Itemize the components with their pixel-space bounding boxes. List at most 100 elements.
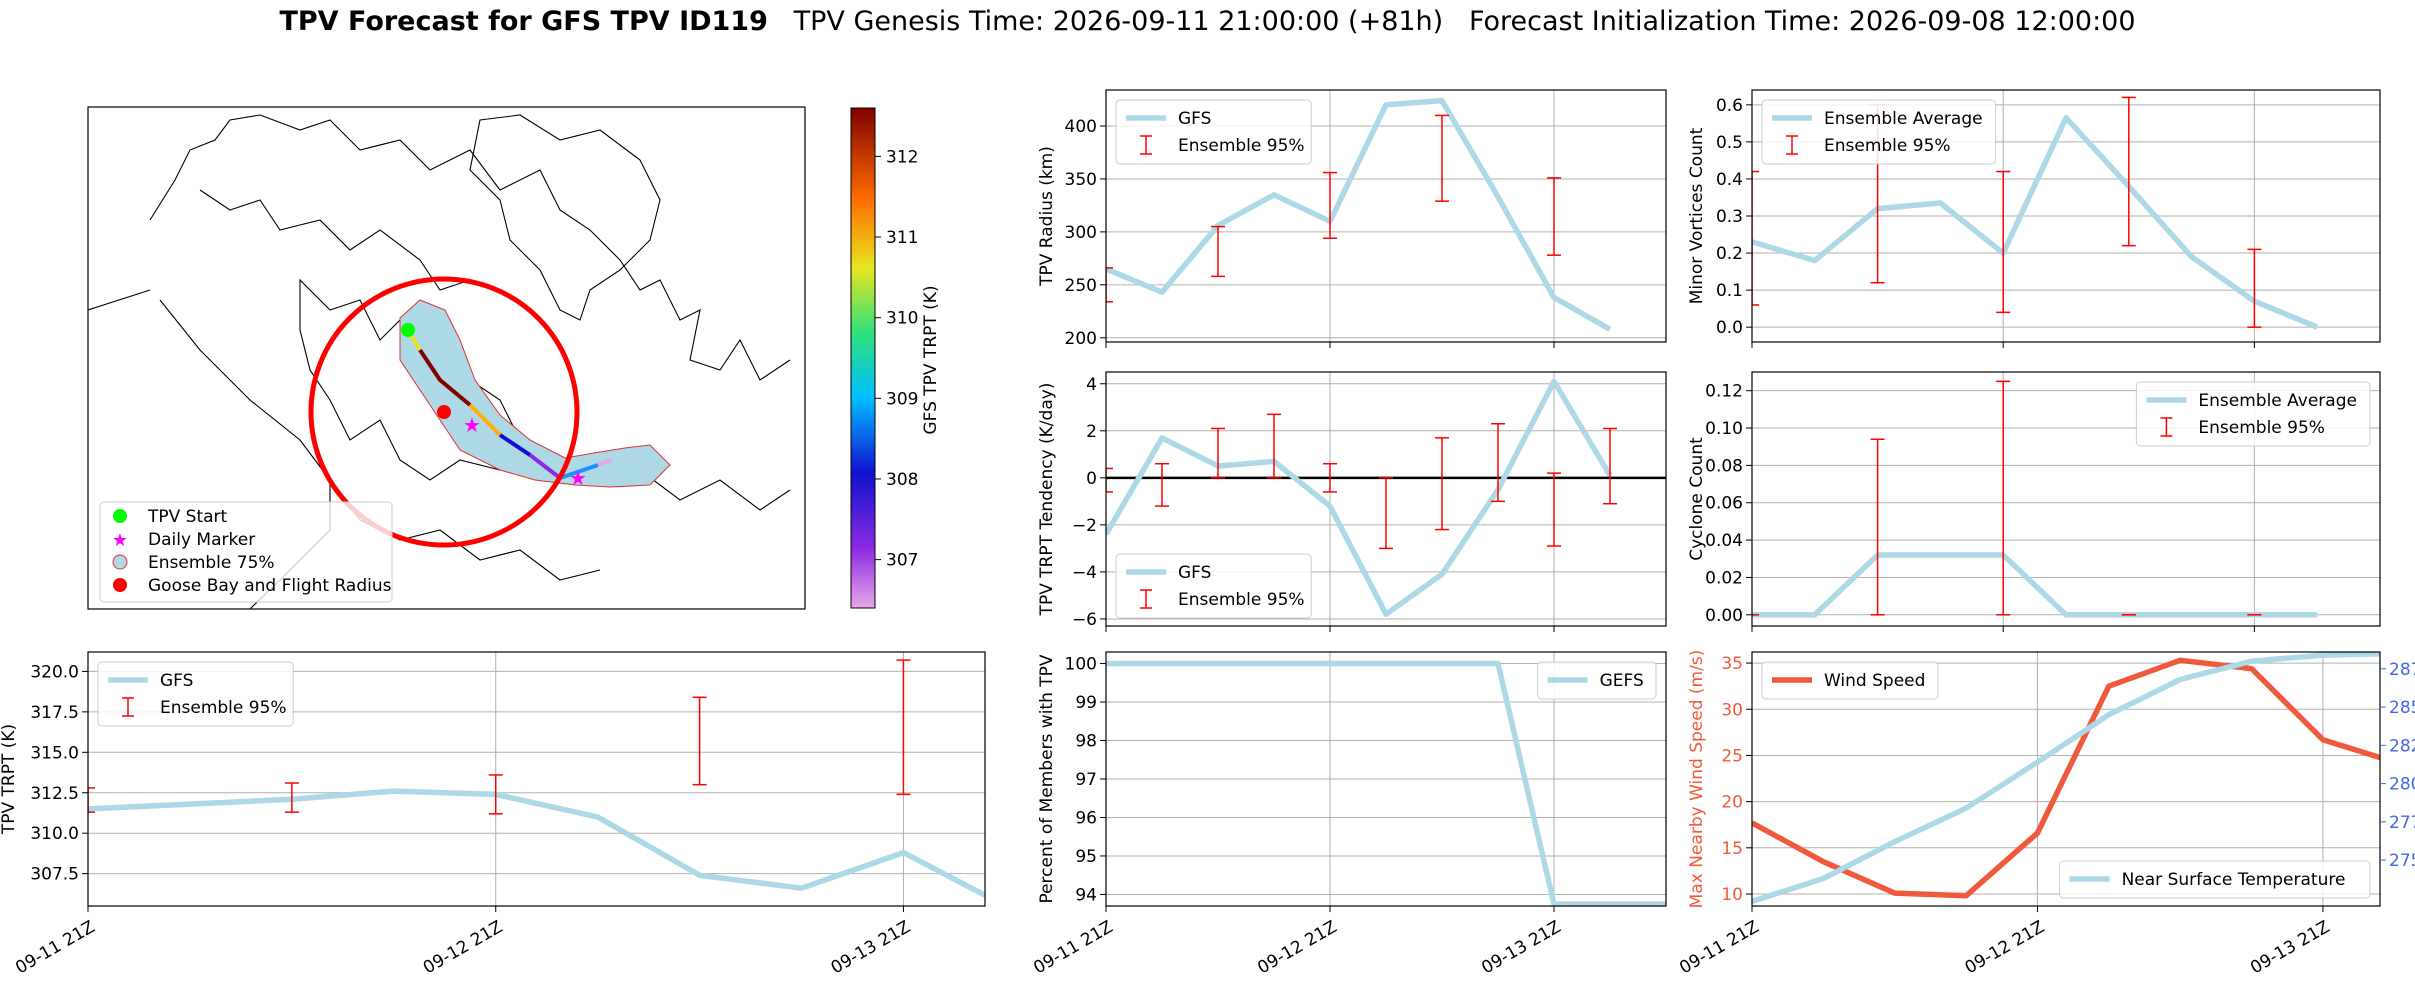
legend-ens: Ensemble 75% (148, 553, 275, 573)
series-line-wind-speed (1752, 657, 2380, 899)
y-tick-label: 0.12 (1705, 382, 1743, 402)
legend-label: Ensemble 95% (2198, 418, 2325, 438)
legend-box (1761, 661, 1939, 700)
series-point (1161, 663, 1163, 665)
y-tick-label: 0.3 (1716, 207, 1743, 227)
x-tick-label: 09-11 21Z (1676, 917, 1762, 978)
series-point (1553, 297, 1555, 299)
colorbar-ticks: 312 311 310 309 308 307 (875, 147, 918, 571)
plot-content (1752, 96, 2319, 330)
y2-tick-label: 280.0 (2389, 775, 2415, 795)
y-tick-label: −4 (1072, 563, 1097, 583)
series-point (1497, 663, 1499, 665)
series-point (189, 803, 191, 805)
legend-box (1537, 661, 1657, 700)
y-tick-label: 0.1 (1716, 281, 1743, 301)
y-tick-label: 0.06 (1705, 494, 1743, 514)
series-line-gfs (1106, 378, 1613, 617)
daily-marker-2: ★ (569, 466, 587, 490)
legend-label: GEFS (1600, 671, 1644, 691)
series-point (1161, 437, 1163, 439)
plot-frame (1751, 651, 2381, 907)
y-tick-label: 0.10 (1705, 419, 1743, 439)
chart-trpt-tendency: −6 −4 −2 0 2 4 TPV TRPT Tendency (K/day) GFS Ens… (1037, 371, 1667, 632)
y-tick-label: 30 (1721, 700, 1743, 720)
series-point (902, 852, 904, 854)
colorbar-tick-label: 309 (886, 389, 918, 409)
series-point (1441, 663, 1443, 665)
y-tick-label: 20 (1721, 793, 1743, 813)
legend-label: Ensemble 95% (1824, 136, 1951, 156)
plot-content (1106, 97, 1612, 332)
plot-frame (1751, 371, 2381, 627)
legend-label: Ensemble 95% (1178, 136, 1305, 156)
series-point (1894, 841, 1896, 843)
daily-marker: ★ (463, 413, 481, 437)
legend-daily-icon: ★ (112, 530, 128, 551)
series-point (1822, 877, 1824, 879)
series-point (1273, 663, 1275, 665)
legend-goose: Goose Bay and Flight Radius (148, 576, 392, 596)
coastline-arctic-islands (149, 114, 791, 381)
y-tick-label: 350 (1065, 170, 1097, 190)
y-tick-label: 0 (1086, 469, 1097, 489)
series-point (1814, 259, 1816, 261)
y-tick-label: 15 (1721, 839, 1743, 859)
series-point (2065, 117, 2067, 119)
series-point (1497, 196, 1499, 198)
series-point (2322, 739, 2324, 741)
series-point (2251, 668, 2253, 670)
series-point (1385, 104, 1387, 106)
series-point (1441, 573, 1443, 575)
y-tick-label: 0.6 (1716, 96, 1743, 116)
y-tick-label: 320.0 (30, 662, 79, 682)
y-tick-label: 310.0 (30, 824, 79, 844)
x-tick-label: 09-13 21Z (1478, 917, 1564, 978)
chart-tpv-trpt: 307.5 310.0 312.5 315.0 317.5 320.0 09-11 21Z 0… (0, 651, 986, 978)
series-point (1965, 807, 1967, 809)
track-seg-5 (528, 453, 562, 480)
track-seg-2 (418, 348, 472, 407)
plot-frame (1105, 371, 1667, 627)
legend: Ensemble Average Ensemble 95% (2135, 381, 2371, 447)
y-tick-label: −2 (1072, 516, 1097, 536)
series-point (1385, 663, 1387, 665)
y-tick-label: 307.5 (30, 865, 79, 885)
y-tick-label: 0.00 (1705, 606, 1743, 626)
legend-label: GFS (1178, 563, 1211, 583)
legend-label: GFS (1178, 109, 1211, 129)
series-point (1553, 380, 1555, 382)
y-tick-label: 250 (1065, 276, 1097, 296)
plot-frame (87, 651, 986, 907)
y-tick-label: 99 (1075, 693, 1097, 713)
series-point (1329, 505, 1331, 507)
legend-label: Ensemble Average (1824, 109, 1983, 129)
legend-box (2059, 860, 2371, 899)
chart-cyclone-count: 0.00 0.02 0.04 0.06 0.08 0.10 0.12 Cyclone Coun… (1687, 371, 2381, 632)
legend-box (1761, 99, 1997, 165)
y-tick-label: 0.2 (1716, 244, 1743, 264)
series-point (2316, 614, 2318, 616)
y2-tick-label: 277.5 (2389, 813, 2415, 833)
series-point (1217, 225, 1219, 227)
y-tick-label: 25 (1721, 746, 1743, 766)
series-point (699, 874, 701, 876)
legend-start: TPV Start (147, 507, 228, 527)
y-tick-label: 0.04 (1705, 531, 1743, 551)
y-axis-label: TPV TRPT (K) (0, 724, 19, 835)
y-tick-label: 95 (1075, 847, 1097, 867)
y-tick-label: 100 (1065, 655, 1097, 675)
series-point (2251, 660, 2253, 662)
chart-minor-vortices: 0.0 0.1 0.2 0.3 0.4 0.5 0.6 Minor Vortices Coun… (1687, 89, 2381, 348)
x-tick-label: 09-13 21Z (2247, 917, 2333, 978)
ensemble-75-area (399, 299, 671, 488)
legend-label: Wind Speed (1824, 671, 1925, 691)
y-tick-label: 315.0 (30, 743, 79, 763)
series-point (2394, 761, 2395, 762)
series-point (1822, 861, 1824, 863)
title-init: Forecast Initialization Time: 2026-09-08… (1468, 6, 2136, 37)
legend-goose-icon (113, 578, 127, 592)
y-tick-label: 317.5 (30, 703, 79, 723)
y-tick-label: 96 (1075, 808, 1097, 828)
series-point (1965, 895, 1967, 897)
